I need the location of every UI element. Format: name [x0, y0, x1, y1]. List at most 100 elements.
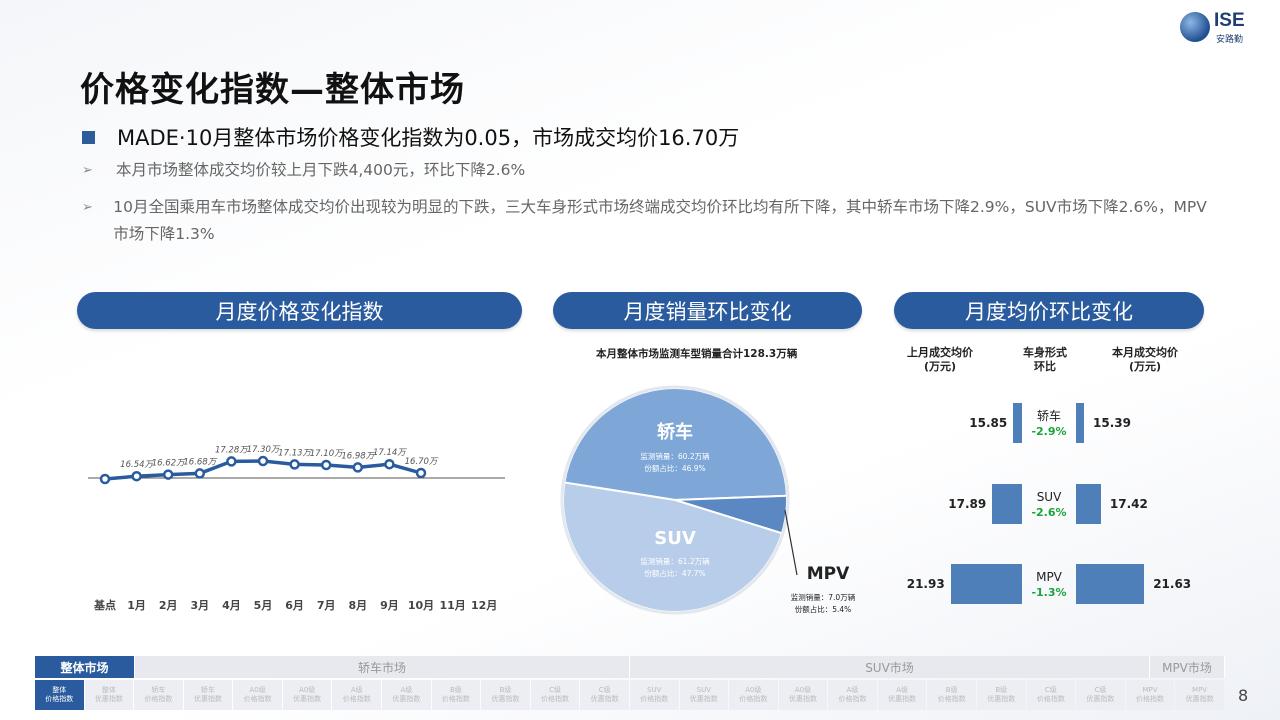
- footer-group-row: 整体市场 轿车市场 SUV市场 MPV市场: [35, 656, 1225, 678]
- footer-index-tab[interactable]: C级 优惠指数: [1076, 680, 1125, 710]
- pie-label: 份额占比：5.4%: [795, 604, 852, 614]
- logo-sub: 安路勤: [1216, 35, 1244, 45]
- data-point: [415, 467, 427, 479]
- footer-index-tab[interactable]: B级 优惠指数: [976, 680, 1026, 710]
- footer-index-tab[interactable]: A0级 优惠指数: [778, 680, 828, 710]
- footer-index-tab[interactable]: 轿车 优惠指数: [183, 680, 233, 710]
- bullet-2: ➢ 10月全国乘用车市场整体成交均价出现较为明显的下跌，三大车身形式市场终端成交…: [82, 194, 1212, 248]
- footer-index-tab[interactable]: A0级 价格指数: [233, 680, 282, 710]
- logo-word: ISE: [1214, 10, 1245, 31]
- pie-label: 监测销量：60.2万辆: [640, 451, 710, 461]
- bar-curr: [1076, 403, 1084, 443]
- footer-group-tab[interactable]: 轿车市场: [135, 656, 630, 678]
- pie-chart-title: 本月整体市场监测车型销量合计128.3万辆: [596, 348, 798, 360]
- footer-index-tab[interactable]: A0级 价格指数: [729, 680, 778, 710]
- page-title: 价格变化指数—整体市场: [80, 70, 465, 110]
- data-point: [226, 456, 237, 467]
- bar-curr: [1076, 484, 1101, 524]
- pie-label: 份额占比：46.9%: [644, 463, 705, 473]
- body-type-label: SUV -2.6%: [1019, 489, 1079, 521]
- x-tick-label: 3月: [190, 599, 209, 612]
- pie-outline: [560, 385, 790, 615]
- bullet-1: ➢ 本月市场整体成交均价较上月下跌4,400元，环比下降2.6%: [82, 157, 525, 184]
- data-point: [352, 462, 364, 473]
- header-prev-price: 上月成交均价 (万元): [907, 346, 973, 373]
- footer-group-tab[interactable]: MPV市场: [1150, 656, 1225, 678]
- footer-index-tab[interactable]: C级 价格指数: [1026, 680, 1076, 710]
- pie-label: 份额占比：47.7%: [644, 568, 705, 578]
- x-tick-label: 基点: [93, 598, 116, 612]
- x-tick-label: 8月: [348, 599, 367, 612]
- bar-curr: [1076, 564, 1145, 604]
- footer-index-tab[interactable]: C级 优惠指数: [580, 680, 629, 710]
- value-curr: 15.39: [1093, 416, 1131, 430]
- arrow-bullet-icon: ➢: [82, 200, 93, 215]
- data-label: 17.14万: [373, 448, 407, 458]
- x-tick-label: 10月: [408, 599, 434, 612]
- headline-text: MADE·10月整体市场价格变化指数为0.05，市场成交均价16.70万: [117, 126, 740, 150]
- footer-index-tab[interactable]: 轿车 价格指数: [134, 680, 183, 710]
- data-label: 16.62万: [152, 459, 186, 469]
- footer-index-tab[interactable]: A级 优惠指数: [382, 680, 431, 710]
- pie-slice: [563, 387, 788, 502]
- value-prev: 17.89: [948, 497, 987, 511]
- x-tick-label: 1月: [127, 599, 146, 612]
- footer-group-tab[interactable]: 整体市场: [35, 656, 135, 678]
- section-header-sales-change: 月度销量环比变化: [553, 292, 862, 329]
- x-tick-label: 12月: [471, 599, 497, 612]
- body-type-label: MPV -1.3%: [1019, 569, 1079, 601]
- value-prev: 21.93: [906, 577, 945, 591]
- footer-index-tab[interactable]: A0级 优惠指数: [282, 680, 332, 710]
- section-header-price-index: 月度价格变化指数: [77, 292, 522, 329]
- data-label: 16.68万: [183, 457, 217, 467]
- pie-label: 轿车: [657, 421, 693, 443]
- pie-label: SUV: [654, 528, 696, 549]
- pie-label: 监测销量：7.0万辆: [791, 592, 856, 602]
- data-label: 16.98万: [341, 451, 375, 461]
- footer-index-tab[interactable]: B级 优惠指数: [481, 680, 530, 710]
- footer-index-tab[interactable]: A级 优惠指数: [877, 680, 927, 710]
- arrow-bullet-icon: ➢: [82, 163, 93, 178]
- bar-prev: [1013, 403, 1022, 443]
- brand-logo: ISE 安路勤: [1180, 10, 1260, 46]
- footer-index-tab[interactable]: SUV 价格指数: [629, 680, 679, 710]
- footer-index-tab[interactable]: MPV 价格指数: [1125, 680, 1175, 710]
- data-point: [289, 459, 300, 470]
- data-point: [131, 470, 142, 482]
- x-tick-label: 7月: [317, 599, 336, 612]
- square-bullet-icon: [82, 130, 95, 144]
- footer-index-tab[interactable]: MPV 优惠指数: [1175, 680, 1224, 710]
- body-type-change: -2.9%: [1031, 425, 1067, 438]
- header-curr-price: 本月成交均价 (万元): [1112, 346, 1178, 373]
- header-body-change: 车身形式 环比: [1023, 346, 1067, 373]
- bullet-2-text: 10月全国乘用车市场整体成交均价出现较为明显的下跌，三大车身形式市场终端成交均价…: [113, 198, 1207, 243]
- footer-index-tab[interactable]: SUV 优惠指数: [679, 680, 729, 710]
- footer-index-tab[interactable]: 整体 优惠指数: [84, 680, 134, 710]
- headline: MADE·10月整体市场价格变化指数为0.05，市场成交均价16.70万: [82, 122, 739, 152]
- data-label: 17.10万: [310, 449, 344, 459]
- footer-index-tab[interactable]: A级 价格指数: [332, 680, 382, 710]
- value-curr: 17.42: [1109, 497, 1148, 511]
- x-tick-label: 5月: [254, 599, 273, 612]
- x-tick-label: 9月: [380, 599, 399, 612]
- data-point: [257, 455, 269, 467]
- data-point: [320, 459, 332, 471]
- footer-index-tab[interactable]: B级 价格指数: [431, 680, 481, 710]
- body-type-label: 轿车 -2.9%: [1019, 408, 1079, 440]
- footer-group-tab[interactable]: SUV市场: [630, 656, 1150, 678]
- x-tick-label: 2月: [159, 599, 178, 612]
- footer-index-tab[interactable]: 整体 价格指数: [35, 680, 84, 710]
- footer-index-tab[interactable]: B级 价格指数: [927, 680, 976, 710]
- data-label: 17.30万: [247, 445, 281, 455]
- bullet-1-text: 本月市场整体成交均价较上月下跌4,400元，环比下降2.6%: [116, 161, 526, 179]
- logo-globe-icon: [1180, 12, 1210, 42]
- body-type-name: SUV: [1036, 490, 1062, 504]
- body-type-change: -2.6%: [1031, 506, 1067, 519]
- x-tick-label: 4月: [222, 599, 241, 612]
- body-type-name: 轿车: [1036, 409, 1061, 423]
- footer-index-tab[interactable]: C级 价格指数: [530, 680, 580, 710]
- data-point: [162, 469, 174, 480]
- data-label: 17.13万: [278, 448, 312, 458]
- footer-index-tab[interactable]: A级 价格指数: [828, 680, 877, 710]
